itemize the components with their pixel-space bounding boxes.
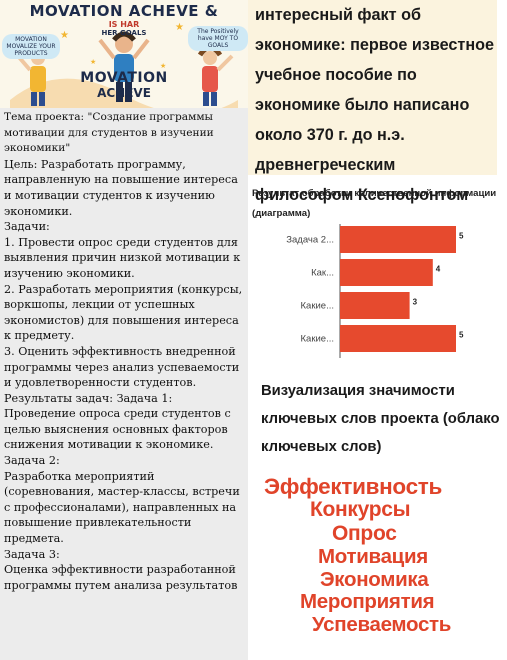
result-2-header: Задача 2: [4,454,60,468]
star-icon: ★ [175,22,184,33]
fact-box: интересный факт об экономике: первое изв… [248,0,497,204]
poster-subtitle-2: HER GOALS [101,29,147,37]
cloud-word: Эффективность [264,474,443,499]
poster-title-bottom-2: ACHEVE [97,86,151,100]
word-cloud-title: Визуализация значимости ключевых слов пр… [261,383,500,455]
cloud-word: Успеваемость [312,613,452,636]
chart-bar [340,259,433,286]
task-2: 2. Разработать мероприятия (конкурсы, во… [4,282,243,343]
poster-subtitle: IS HAR [108,20,140,29]
poster-title-bottom: MOVATION [80,70,168,86]
poster-title-top: MOVATION ACHEVE & [29,2,219,20]
star-icon: ★ [90,58,97,66]
poster-bubble-right: The Positively have MOY TO GOALS [188,26,248,51]
chart-category-label: Какие... [301,334,334,345]
chart-category-label: Какие... [301,301,334,312]
task-1: 1. Провести опрос среди студентов для вы… [4,235,241,280]
chart-title: Результат обработки количественной инфор… [252,188,497,219]
star-icon: ★ [60,30,69,41]
project-description: Тема проекта: "Создание программы мотива… [0,108,248,660]
fact-text: интересный факт об экономике: первое изв… [255,6,495,204]
task-3: 3. Оценить эффективность внедренной прог… [4,344,240,390]
star-icon: ★ [160,62,167,70]
chart-category-label: Задача 2... [286,235,334,246]
chart-bar [340,325,456,352]
result-2: Разработка мероприятий (соревнования, ма… [4,469,240,546]
project-topic: Тема проекта: "Создание программы мотива… [4,111,214,155]
chart-value-label: 4 [436,265,441,274]
result-3-header: Задача 3: [4,547,60,561]
chart-value-label: 3 [413,298,418,307]
chart-value-label: 5 [459,331,464,340]
poster-bubble-left: MOVATION MOVALIZE YOUR PRODUCTS [2,34,60,59]
chart-category-label: Как... [311,268,334,279]
chart-bar [340,292,410,319]
result-1: Проведение опроса среди студентов с цель… [4,407,231,452]
bar-chart: Задача 2... 5 Как... 4 Какие... 3 Какие... 5 [286,224,464,358]
cloud-word: Конкурсы [310,498,411,521]
project-goal: Цель: Разработать программу, направленну… [4,157,238,218]
motivation-poster: MOVATION ACHEVE & IS HAR HER GOALS MOVAT… [0,0,248,108]
tasks-header: Задачи: [4,220,50,234]
chart-value-label: 5 [459,232,464,241]
cloud-word: Опрос [332,522,397,545]
results-header: Результаты задач: Задача 1: [4,391,173,405]
result-3: Оценка эффективности разработанной прогр… [4,563,238,592]
cloud-word: Мотивация [318,545,428,568]
chart-bar [340,226,456,253]
cloud-word: Мероприятия [300,590,435,613]
cloud-word: Экономика [320,568,429,591]
